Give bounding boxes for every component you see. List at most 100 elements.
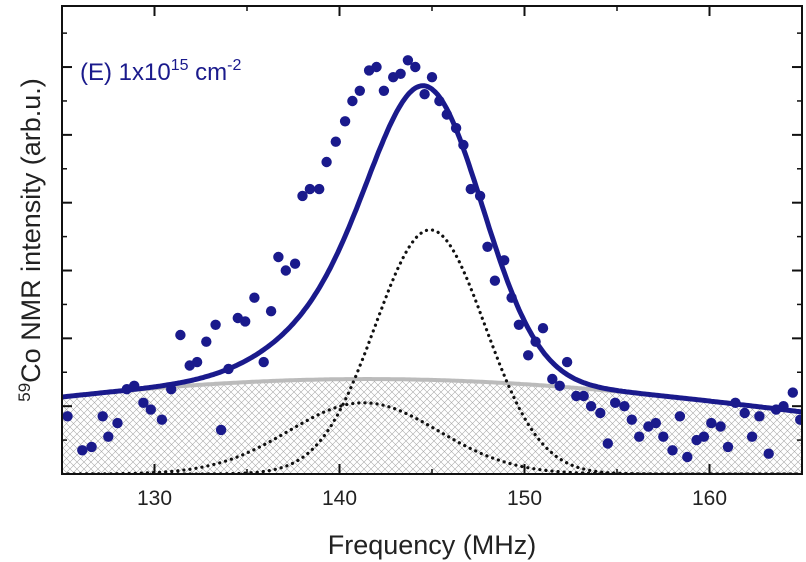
x-tick-label: 160	[692, 487, 727, 510]
annotation-unit: cm	[189, 59, 228, 86]
data-point	[513, 319, 525, 330]
data-point	[610, 397, 621, 408]
y-axis-ticks	[62, 32, 802, 441]
data-point	[730, 397, 741, 408]
y-axis-title-text: Co NMR intensity (arb.u.)	[16, 78, 46, 383]
data-point	[547, 373, 558, 385]
data-point	[722, 441, 734, 453]
data-point	[273, 251, 284, 263]
data-point	[585, 401, 597, 412]
data-point	[465, 183, 476, 195]
data-point	[506, 292, 517, 303]
data-point	[715, 421, 726, 432]
data-point	[249, 292, 260, 303]
data-point	[739, 407, 750, 419]
data-point	[265, 306, 277, 317]
data-point	[297, 190, 308, 202]
data-point	[371, 61, 382, 73]
data-point	[289, 258, 301, 269]
data-point	[619, 401, 630, 412]
data-point	[778, 401, 789, 412]
data-point	[166, 384, 177, 395]
data-point	[450, 122, 462, 134]
data-point	[763, 448, 774, 459]
data-point	[754, 411, 765, 422]
x-axis-title: Frequency (MHz)	[328, 530, 537, 560]
annotation-prefix: (E) 1x10	[80, 59, 171, 86]
data-point	[674, 411, 686, 422]
data-point	[474, 190, 486, 202]
data-point	[280, 265, 291, 276]
data-point	[499, 255, 510, 266]
data-point	[314, 183, 325, 195]
data-point	[62, 411, 73, 422]
data-point	[682, 451, 693, 463]
data-point	[634, 431, 645, 442]
data-point	[578, 390, 589, 402]
data-point	[258, 356, 269, 368]
data-point	[210, 319, 221, 330]
points-layer	[62, 55, 802, 463]
sample-annotation: (E) 1x1015 cm-2	[80, 57, 242, 86]
data-point	[145, 404, 156, 415]
data-point	[395, 68, 406, 80]
data-point	[458, 139, 469, 151]
data-point	[489, 275, 501, 286]
data-point	[787, 387, 798, 398]
data-point	[112, 417, 123, 429]
data-point	[175, 329, 186, 341]
data-point	[482, 241, 493, 252]
data-point	[667, 445, 678, 456]
data-point	[240, 316, 251, 327]
data-point	[330, 136, 341, 147]
data-point	[537, 323, 549, 334]
data-point	[746, 431, 758, 442]
gaussian-component-line	[62, 401, 802, 474]
data-point	[561, 356, 573, 368]
data-point	[201, 336, 212, 347]
y-axis-title: 59Co NMR intensity (arb.u.)	[15, 78, 46, 402]
data-point	[138, 397, 149, 408]
data-point	[191, 356, 203, 368]
data-point	[706, 417, 717, 429]
data-point	[571, 390, 582, 402]
gaussian-component-line	[62, 228, 802, 474]
x-tick-label: 130	[137, 487, 172, 510]
data-point	[215, 424, 227, 436]
data-point	[103, 431, 114, 442]
total-fit-line	[62, 83, 802, 415]
data-point	[441, 109, 452, 120]
data-point	[602, 438, 613, 449]
data-point	[156, 414, 168, 425]
data-point	[698, 431, 710, 442]
data-point	[97, 411, 108, 422]
data-point	[223, 363, 234, 375]
data-point	[321, 156, 332, 168]
data-point	[595, 407, 606, 419]
data-point	[347, 95, 358, 107]
data-point	[523, 350, 534, 361]
data-point	[77, 445, 88, 456]
data-point	[354, 85, 365, 97]
data-point	[402, 55, 414, 66]
data-point	[554, 380, 565, 391]
data-point	[378, 85, 390, 97]
fit-layer	[62, 83, 802, 415]
data-point	[530, 336, 541, 347]
data-point	[410, 61, 421, 73]
x-tick-label: 150	[507, 487, 542, 510]
data-point	[304, 183, 316, 195]
data-point	[86, 441, 97, 453]
data-point	[658, 431, 669, 442]
data-point	[626, 414, 637, 425]
data-point	[419, 89, 430, 100]
data-point	[434, 95, 445, 107]
data-point	[795, 414, 802, 425]
x-axis-ticks: 130 140 150 160	[61, 6, 803, 510]
component-layer	[62, 228, 802, 474]
data-point	[426, 72, 438, 83]
annotation-unit-exponent: -2	[227, 57, 241, 74]
data-point	[129, 380, 140, 391]
data-point	[339, 116, 351, 127]
